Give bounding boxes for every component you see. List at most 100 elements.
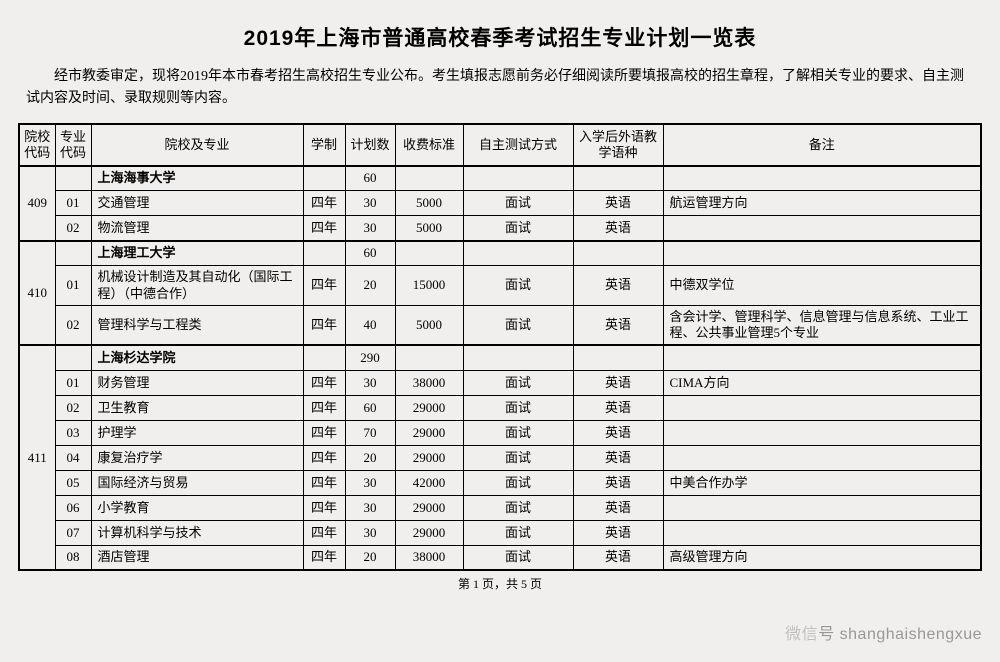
major-name: 卫生教育 bbox=[91, 395, 303, 420]
cell-fee: 29000 bbox=[395, 420, 463, 445]
watermark-c: shanghaishengxue bbox=[840, 626, 982, 643]
plan-table: 院校代码 专业代码 院校及专业 学制 计划数 收费标准 自主测试方式 入学后外语… bbox=[18, 123, 982, 572]
cell-fee bbox=[395, 166, 463, 191]
th-school-code: 院校代码 bbox=[19, 124, 55, 166]
cell-plan: 30 bbox=[345, 370, 395, 395]
cell-test: 面试 bbox=[463, 305, 573, 345]
cell-fee bbox=[395, 345, 463, 370]
cell-duration: 四年 bbox=[303, 495, 345, 520]
school-header-row: 409上海海事大学60 bbox=[19, 166, 981, 191]
page-footer: 第 1 页，共 5 页 bbox=[18, 575, 982, 592]
cell-plan: 20 bbox=[345, 545, 395, 570]
cell-note bbox=[663, 241, 981, 266]
cell-fee: 5000 bbox=[395, 191, 463, 216]
major-name: 管理科学与工程类 bbox=[91, 305, 303, 345]
th-note: 备注 bbox=[663, 124, 981, 166]
cell-note: 航运管理方向 bbox=[663, 191, 981, 216]
school-name: 上海理工大学 bbox=[91, 241, 303, 266]
major-row: 08酒店管理四年2038000面试英语高级管理方向 bbox=[19, 545, 981, 570]
major-row: 02管理科学与工程类四年405000面试英语含会计学、管理科学、信息管理与信息系… bbox=[19, 305, 981, 345]
major-row: 05国际经济与贸易四年3042000面试英语中美合作办学 bbox=[19, 470, 981, 495]
cell-note bbox=[663, 495, 981, 520]
major-row: 01交通管理四年305000面试英语航运管理方向 bbox=[19, 191, 981, 216]
cell-test: 面试 bbox=[463, 370, 573, 395]
cell-lang: 英语 bbox=[573, 495, 663, 520]
cell-lang: 英语 bbox=[573, 470, 663, 495]
major-row: 02卫生教育四年6029000面试英语 bbox=[19, 395, 981, 420]
cell-duration: 四年 bbox=[303, 191, 345, 216]
cell-test: 面试 bbox=[463, 191, 573, 216]
cell-duration bbox=[303, 241, 345, 266]
cell-test: 面试 bbox=[463, 545, 573, 570]
cell-test: 面试 bbox=[463, 216, 573, 241]
major-code bbox=[55, 345, 91, 370]
cell-note: 含会计学、管理科学、信息管理与信息系统、工业工程、公共事业管理5个专业 bbox=[663, 305, 981, 345]
major-code: 06 bbox=[55, 495, 91, 520]
cell-note: 中美合作办学 bbox=[663, 470, 981, 495]
school-code: 409 bbox=[19, 166, 55, 241]
major-row: 01机械设计制造及其自动化（国际工程）（中德合作）四年2015000面试英语中德… bbox=[19, 266, 981, 306]
cell-plan: 20 bbox=[345, 266, 395, 306]
cell-lang: 英语 bbox=[573, 420, 663, 445]
major-code: 03 bbox=[55, 420, 91, 445]
major-code: 02 bbox=[55, 395, 91, 420]
major-code: 08 bbox=[55, 545, 91, 570]
cell-duration: 四年 bbox=[303, 545, 345, 570]
cell-plan: 20 bbox=[345, 445, 395, 470]
cell-fee: 29000 bbox=[395, 395, 463, 420]
cell-duration: 四年 bbox=[303, 445, 345, 470]
major-code bbox=[55, 241, 91, 266]
cell-fee: 15000 bbox=[395, 266, 463, 306]
major-code: 05 bbox=[55, 470, 91, 495]
cell-plan: 290 bbox=[345, 345, 395, 370]
cell-lang: 英语 bbox=[573, 216, 663, 241]
th-plan: 计划数 bbox=[345, 124, 395, 166]
cell-note bbox=[663, 420, 981, 445]
major-name: 小学教育 bbox=[91, 495, 303, 520]
cell-plan: 60 bbox=[345, 241, 395, 266]
th-fee: 收费标准 bbox=[395, 124, 463, 166]
table-header-row: 院校代码 专业代码 院校及专业 学制 计划数 收费标准 自主测试方式 入学后外语… bbox=[19, 124, 981, 166]
major-name: 酒店管理 bbox=[91, 545, 303, 570]
cell-test: 面试 bbox=[463, 470, 573, 495]
cell-duration: 四年 bbox=[303, 470, 345, 495]
school-code: 411 bbox=[19, 345, 55, 570]
major-code: 01 bbox=[55, 191, 91, 216]
cell-fee: 5000 bbox=[395, 216, 463, 241]
page-title: 2019年上海市普通高校春季考试招生专业计划一览表 bbox=[18, 22, 982, 52]
cell-plan: 30 bbox=[345, 520, 395, 545]
school-name: 上海杉达学院 bbox=[91, 345, 303, 370]
major-name: 康复治疗学 bbox=[91, 445, 303, 470]
cell-lang: 英语 bbox=[573, 191, 663, 216]
cell-plan: 70 bbox=[345, 420, 395, 445]
cell-test bbox=[463, 166, 573, 191]
cell-duration: 四年 bbox=[303, 370, 345, 395]
cell-note bbox=[663, 520, 981, 545]
cell-note bbox=[663, 166, 981, 191]
cell-fee bbox=[395, 241, 463, 266]
major-code: 01 bbox=[55, 266, 91, 306]
th-duration: 学制 bbox=[303, 124, 345, 166]
cell-test bbox=[463, 241, 573, 266]
cell-plan: 60 bbox=[345, 395, 395, 420]
cell-plan: 30 bbox=[345, 216, 395, 241]
cell-fee: 29000 bbox=[395, 520, 463, 545]
cell-test: 面试 bbox=[463, 420, 573, 445]
cell-duration: 四年 bbox=[303, 420, 345, 445]
cell-duration bbox=[303, 345, 345, 370]
cell-note bbox=[663, 345, 981, 370]
cell-plan: 30 bbox=[345, 495, 395, 520]
major-code: 02 bbox=[55, 305, 91, 345]
major-row: 01财务管理四年3038000面试英语CIMA方向 bbox=[19, 370, 981, 395]
cell-duration: 四年 bbox=[303, 520, 345, 545]
cell-lang bbox=[573, 345, 663, 370]
major-code: 04 bbox=[55, 445, 91, 470]
cell-note: 中德双学位 bbox=[663, 266, 981, 306]
watermark: 微信号 shanghaishengxue bbox=[785, 620, 982, 644]
cell-lang: 英语 bbox=[573, 266, 663, 306]
cell-plan: 30 bbox=[345, 470, 395, 495]
cell-test: 面试 bbox=[463, 495, 573, 520]
school-name: 上海海事大学 bbox=[91, 166, 303, 191]
cell-test: 面试 bbox=[463, 445, 573, 470]
th-major-code: 专业代码 bbox=[55, 124, 91, 166]
